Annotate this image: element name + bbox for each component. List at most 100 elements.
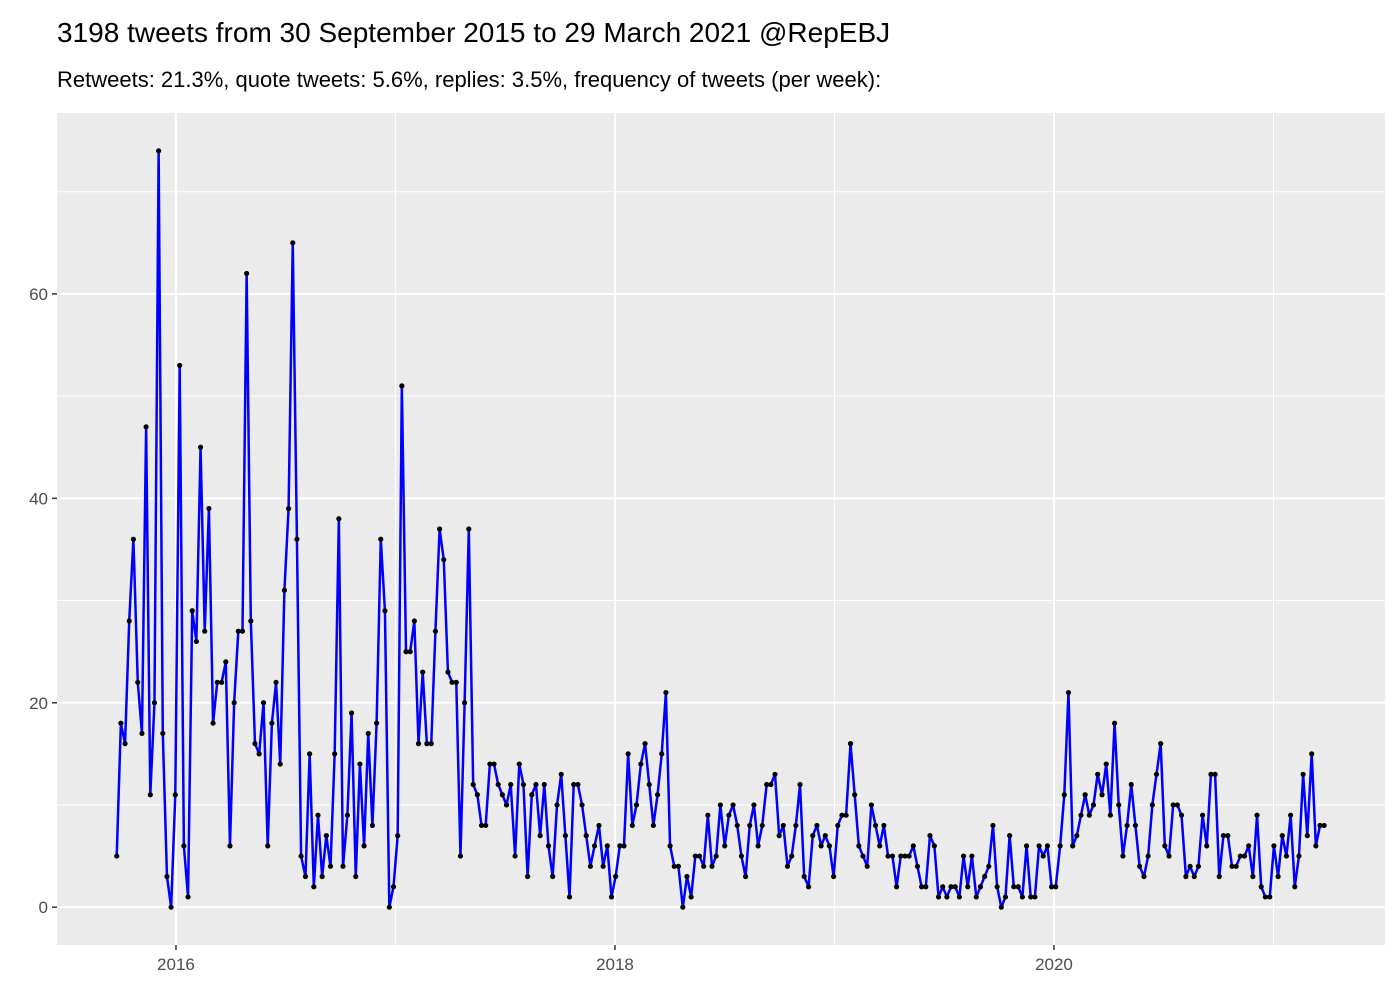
data-point xyxy=(571,781,577,788)
data-point xyxy=(805,884,812,890)
data-point xyxy=(1128,781,1134,788)
data-point xyxy=(390,884,397,890)
data-point xyxy=(231,700,237,706)
chart-subtitle: Retweets: 21.3%, quote tweets: 5.6%, rep… xyxy=(57,67,881,92)
data-point xyxy=(139,730,145,737)
data-point xyxy=(1032,894,1038,900)
data-point xyxy=(1178,812,1185,818)
data-point xyxy=(1015,884,1021,890)
data-point xyxy=(1204,843,1210,849)
data-point xyxy=(168,904,174,910)
data-point xyxy=(1116,802,1122,808)
data-point xyxy=(353,873,359,880)
data-point xyxy=(881,822,887,829)
data-point xyxy=(960,853,967,859)
data-point xyxy=(285,505,292,512)
data-point xyxy=(839,812,845,818)
data-point xyxy=(621,843,627,849)
data-point xyxy=(1136,863,1143,869)
data-point xyxy=(265,843,271,849)
data-point xyxy=(428,741,434,747)
data-point xyxy=(789,853,795,859)
data-point xyxy=(1158,741,1164,747)
data-point xyxy=(919,884,925,890)
data-point xyxy=(202,628,208,634)
data-point xyxy=(1124,822,1130,829)
data-point xyxy=(1065,689,1072,696)
data-point xyxy=(906,853,912,859)
data-point xyxy=(365,730,371,737)
data-point xyxy=(281,587,288,593)
data-point xyxy=(948,884,954,890)
data-point xyxy=(1153,771,1160,777)
data-point xyxy=(537,833,543,839)
data-point xyxy=(709,863,715,869)
data-point xyxy=(780,822,786,829)
data-point xyxy=(189,608,195,614)
data-point xyxy=(831,873,837,880)
data-point xyxy=(1237,853,1243,859)
data-point xyxy=(910,843,916,849)
data-point xyxy=(1267,894,1273,900)
data-point xyxy=(751,802,757,808)
data-point xyxy=(713,853,719,859)
data-point xyxy=(1145,853,1151,859)
data-point xyxy=(1216,873,1222,880)
data-point xyxy=(1107,812,1114,818)
data-point xyxy=(1246,843,1252,849)
data-point xyxy=(545,843,552,849)
data-point xyxy=(126,618,132,624)
data-point xyxy=(499,792,505,798)
data-point xyxy=(747,822,753,829)
data-point xyxy=(923,884,929,890)
data-point xyxy=(344,812,351,818)
data-point xyxy=(407,649,413,655)
data-point xyxy=(323,833,329,839)
data-point xyxy=(373,720,380,726)
data-point xyxy=(156,148,162,154)
data-point xyxy=(172,792,178,798)
data-point xyxy=(1313,843,1319,849)
data-point xyxy=(734,822,740,829)
data-point xyxy=(931,843,937,849)
data-point xyxy=(269,720,275,726)
data-point xyxy=(1208,771,1214,777)
data-point xyxy=(914,863,921,869)
data-point xyxy=(935,894,942,900)
data-point xyxy=(822,833,828,839)
y-tick-label: 20 xyxy=(29,694,48,713)
data-point xyxy=(600,863,606,869)
data-point xyxy=(755,843,761,849)
data-point xyxy=(956,894,962,900)
data-point xyxy=(160,730,166,737)
data-point xyxy=(654,792,661,798)
data-point xyxy=(927,833,933,839)
data-point xyxy=(541,781,547,788)
data-point xyxy=(868,802,874,808)
data-point xyxy=(1028,894,1034,900)
data-point xyxy=(742,873,749,880)
data-point xyxy=(466,526,472,532)
data-point xyxy=(1162,843,1168,849)
data-point xyxy=(311,884,317,890)
data-point xyxy=(692,853,698,859)
data-point xyxy=(361,843,367,849)
data-point xyxy=(898,853,904,859)
data-point xyxy=(940,884,946,890)
data-point xyxy=(566,894,573,900)
data-point xyxy=(684,873,690,880)
data-point xyxy=(177,362,183,369)
data-point xyxy=(118,720,124,726)
data-point xyxy=(386,904,392,910)
data-point xyxy=(1040,853,1046,859)
data-point xyxy=(1011,884,1017,890)
data-point xyxy=(1262,894,1268,900)
data-point xyxy=(244,270,250,277)
data-point xyxy=(445,669,451,675)
data-point xyxy=(650,822,656,829)
data-point xyxy=(403,649,409,655)
data-point xyxy=(147,792,153,798)
data-point xyxy=(143,424,149,430)
data-point xyxy=(483,822,489,829)
